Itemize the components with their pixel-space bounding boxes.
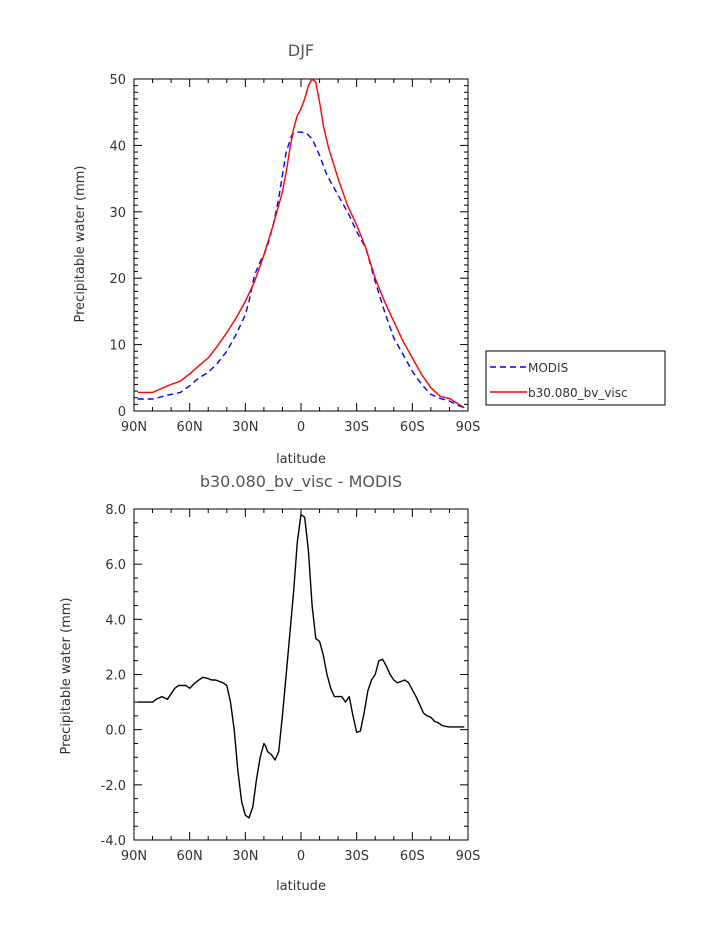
legend-label-model: b30.080_bv_visc xyxy=(528,386,628,400)
top-x-axis-label: latitude xyxy=(276,452,326,467)
bottom-chart-title: b30.080_bv_visc - MODIS xyxy=(200,472,402,492)
bottom-y-tick-label: -2.0 xyxy=(101,779,126,794)
top-x-tick-label: 0 xyxy=(297,420,305,435)
top-chart-title: DJF xyxy=(288,41,314,60)
legend-box xyxy=(485,350,666,406)
bottom-x-tick-label: 30N xyxy=(232,849,258,864)
top-y-tick-label: 50 xyxy=(109,73,126,88)
top-panel: DJF 90N 60N 30N 0 30S 60S 90S 0 10 20 30 40 50 latit… xyxy=(73,41,666,467)
top-plot-frame xyxy=(133,78,469,412)
bottom-y-axis-label: Precipitable water (mm) xyxy=(59,598,74,755)
bottom-y-tick-label: 8.0 xyxy=(105,503,126,518)
top-x-tick-label: 30N xyxy=(232,420,258,435)
top-series-line-0 xyxy=(137,131,465,409)
top-x-tick-label: 60N xyxy=(177,420,203,435)
legend-label-modis: MODIS xyxy=(528,361,568,375)
bottom-x-tick-label: 60S xyxy=(400,849,425,864)
top-y-tick-label: 30 xyxy=(109,206,126,221)
top-x-tick-label: 90N xyxy=(121,420,147,435)
top-y-tick-label: 0 xyxy=(118,405,126,420)
bottom-plot-frame xyxy=(133,508,469,841)
bottom-y-tick-label: 2.0 xyxy=(105,669,126,684)
legend: MODIS b30.080_bv_visc xyxy=(485,350,666,406)
top-series-line-1 xyxy=(137,78,465,409)
top-y-axis-label: Precipitable water (mm) xyxy=(73,166,88,323)
bottom-y-tick-label: 0.0 xyxy=(105,724,126,739)
top-plot-area: 90N 60N 30N 0 30S 60S 90S 0 10 20 30 40 50 xyxy=(109,73,480,435)
bottom-y-tick-label: -4.0 xyxy=(101,834,126,849)
bottom-x-tick-label: 90N xyxy=(121,849,147,864)
bottom-x-axis-label: latitude xyxy=(276,879,326,894)
bottom-y-tick-label: 6.0 xyxy=(105,558,126,573)
top-y-tick-label: 20 xyxy=(109,272,126,287)
bottom-x-tick-label: 30S xyxy=(344,849,369,864)
bottom-y-tick-label: 4.0 xyxy=(105,613,126,628)
bottom-x-tick-label: 90S xyxy=(456,849,481,864)
top-x-tick-label: 30S xyxy=(344,420,369,435)
bottom-panel: b30.080_bv_visc - MODIS 90N 60N 30N 0 30S 60S… xyxy=(59,472,480,894)
top-x-tick-label: 90S xyxy=(456,420,481,435)
bottom-x-tick-label: 0 xyxy=(297,849,305,864)
top-y-tick-label: 10 xyxy=(109,339,126,354)
bottom-series-line-0 xyxy=(137,513,465,819)
top-y-tick-label: 40 xyxy=(109,139,126,154)
bottom-plot-area: 90N 60N 30N 0 30S 60S 90S -4.0 -2.0 0.0 2.0 4.0 6.0 8… xyxy=(101,503,481,864)
bottom-x-tick-label: 60N xyxy=(177,849,203,864)
top-x-tick-label: 60S xyxy=(400,420,425,435)
